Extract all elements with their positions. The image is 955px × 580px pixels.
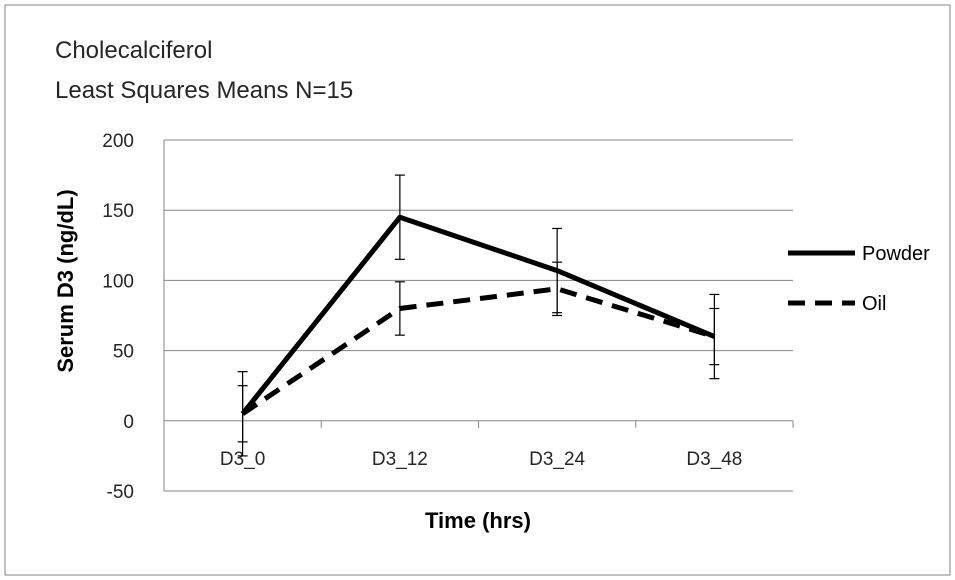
legend: Powder Oil <box>788 243 930 315</box>
y-tick-label-2: 50 <box>113 342 134 363</box>
error-bar-oil-0 <box>237 385 248 443</box>
gridlines <box>164 139 793 492</box>
error-bar-powder-1 <box>394 174 405 260</box>
x-tick-label-3: D3_48 <box>686 449 742 470</box>
legend-label-oil: Oil <box>862 293 886 315</box>
chart-title-line-1: Cholecalciferol <box>55 37 212 64</box>
y-tick-labels: -50 0 50 100 150 200 <box>102 131 134 503</box>
y-tick-label-1: 0 <box>123 412 134 433</box>
axes <box>163 140 794 491</box>
y-tick-label-4: 150 <box>102 201 134 222</box>
y-tick-label-0: -50 <box>107 482 134 503</box>
x-tick-labels: D3_0 D3_12 D3_24 D3_48 <box>220 449 742 470</box>
series-line-powder <box>240 214 716 416</box>
y-axis-title: Serum D3 (ng/dL) <box>53 189 78 372</box>
error-bar-oil-3 <box>709 307 720 366</box>
x-tick-label-1: D3_12 <box>372 449 428 470</box>
x-tick-label-0: D3_0 <box>220 449 265 470</box>
series-lines <box>240 214 716 416</box>
y-tick-label-5: 200 <box>102 131 134 152</box>
chart-title-line-2: Least Squares Means N=15 <box>55 77 353 104</box>
x-axis-title: Time (hrs) <box>425 508 531 533</box>
error-bar-oil-2 <box>552 261 563 317</box>
legend-label-powder: Powder <box>862 243 930 265</box>
x-tick-label-2: D3_24 <box>529 449 585 470</box>
series-line-oil <box>241 286 716 416</box>
y-tick-label-3: 100 <box>102 271 134 292</box>
chart-border <box>4 4 951 576</box>
error-bars <box>237 174 720 457</box>
error-bar-oil-1 <box>394 281 405 336</box>
